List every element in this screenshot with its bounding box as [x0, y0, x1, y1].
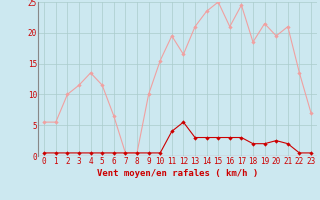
X-axis label: Vent moyen/en rafales ( km/h ): Vent moyen/en rafales ( km/h )	[97, 169, 258, 178]
